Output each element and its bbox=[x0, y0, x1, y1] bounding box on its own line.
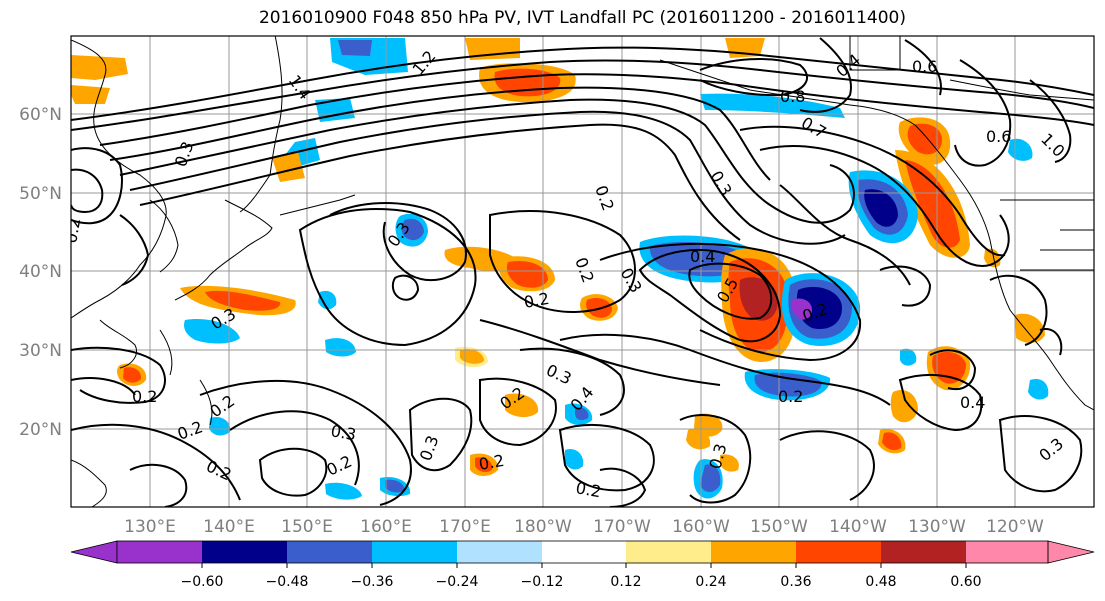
colorbar-tick-label: −0.12 bbox=[521, 574, 564, 590]
lon-tick-label: 150°E bbox=[281, 517, 333, 537]
lon-tick-label: 130°E bbox=[124, 517, 176, 537]
colorbar-extend-max bbox=[1047, 540, 1095, 564]
lat-tick-labels: 20°N 30°N 40°N 50°N 60°N bbox=[19, 105, 62, 440]
pv-contours bbox=[71, 37, 1094, 507]
colorbar-outline bbox=[116, 540, 1049, 564]
contour-label: 0.2 bbox=[778, 387, 803, 406]
lon-tick-label: 120°W bbox=[986, 517, 1044, 537]
colorbar-tick-label: 0.36 bbox=[780, 574, 811, 590]
colorbar-segment bbox=[457, 541, 542, 563]
lon-tick-label: 140°E bbox=[203, 517, 255, 537]
contour-label: 0.2 bbox=[61, 216, 84, 244]
colorbar-segment bbox=[881, 541, 966, 563]
contour-label: 0.3 bbox=[329, 421, 357, 444]
colorbar-segment bbox=[287, 541, 372, 563]
lat-tick-label: 30°N bbox=[19, 341, 62, 361]
colorbar-tick-label: 0.48 bbox=[865, 574, 896, 590]
colorbar: −0.60 −0.48 −0.36 −0.24 −0.12 0.12 0.24 … bbox=[70, 540, 1095, 590]
colorbar-segment bbox=[117, 541, 202, 563]
contour-label: 0.2 bbox=[477, 451, 505, 474]
contour-label: 0.2 bbox=[132, 387, 157, 406]
contour-label: 0.4 bbox=[960, 393, 985, 412]
colorbar-segment bbox=[202, 541, 287, 563]
colorbar-tick-label: −0.24 bbox=[436, 574, 479, 590]
lon-tick-label: 170°W bbox=[593, 517, 651, 537]
colorbar-segment bbox=[372, 541, 457, 563]
colorbar-segment bbox=[966, 541, 1048, 563]
colorbar-segment bbox=[542, 541, 626, 563]
contour-label: 0.6 bbox=[986, 127, 1011, 146]
contour-label: 0.2 bbox=[574, 478, 602, 501]
lon-tick-label: 170°E bbox=[439, 517, 491, 537]
contour-label: 0.6 bbox=[912, 57, 937, 76]
contour-label: 0.4 bbox=[690, 247, 715, 266]
colorbar-segment bbox=[626, 541, 711, 563]
lat-tick-label: 50°N bbox=[19, 184, 62, 204]
colorbar-segment bbox=[796, 541, 881, 563]
gridlines bbox=[71, 36, 1094, 507]
chart-title: 2016010900 F048 850 hPa PV, IVT Landfall… bbox=[258, 8, 906, 28]
colorbar-tick-label: −0.36 bbox=[351, 574, 394, 590]
lon-tick-label: 150°W bbox=[750, 517, 808, 537]
shaded-pc-field bbox=[71, 38, 1049, 500]
map-frame bbox=[70, 35, 1095, 508]
colorbar-tick-label: 0.60 bbox=[950, 574, 981, 590]
contour-label: 0.8 bbox=[780, 87, 805, 106]
lon-tick-label: 160°W bbox=[672, 517, 730, 537]
lon-tick-label: 160°E bbox=[360, 517, 412, 537]
colorbar-extend-min bbox=[70, 540, 118, 564]
lon-tick-label: 140°W bbox=[829, 517, 887, 537]
contour-label: 0.2 bbox=[522, 289, 550, 312]
lat-tick-label: 60°N bbox=[19, 105, 62, 125]
colorbar-tick-label: 0.24 bbox=[695, 574, 726, 590]
lat-tick-label: 20°N bbox=[19, 420, 62, 440]
lon-tick-label: 180°W bbox=[514, 517, 572, 537]
colorbar-segment bbox=[711, 541, 796, 563]
lat-tick-label: 40°N bbox=[19, 262, 62, 282]
lon-tick-labels: 130°E 140°E 150°E 160°E 170°E 180°W 170°… bbox=[124, 517, 1044, 537]
colorbar-tick-label: −0.60 bbox=[181, 574, 224, 590]
colorbar-tick-label: −0.48 bbox=[266, 574, 309, 590]
lon-tick-label: 130°W bbox=[908, 517, 966, 537]
colorbar-tick-label: 0.12 bbox=[610, 574, 641, 590]
